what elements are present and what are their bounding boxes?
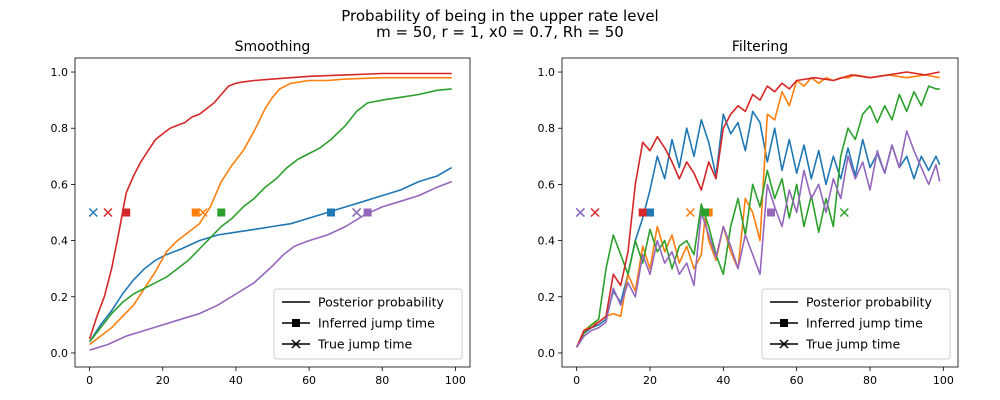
series-line-green xyxy=(575,85,940,348)
suptitle-line1: Probability of being in the upper rate l… xyxy=(341,7,658,25)
series-line-green xyxy=(88,88,452,343)
inferred-jump-marker-orange xyxy=(191,208,200,217)
y-tick-label: 0.0 xyxy=(538,347,556,360)
series-line-purple xyxy=(576,130,941,348)
x-tick-label: 0 xyxy=(573,374,580,387)
series-line-orange xyxy=(89,76,452,346)
x-tick-label: 40 xyxy=(716,374,730,387)
inferred-jump-marker-blue xyxy=(646,208,654,217)
y-tick-label: 0.2 xyxy=(538,291,556,304)
true-jump-marker-green xyxy=(839,207,849,218)
suptitle-line2: m = 50, r = 1, x0 = 0.7, Rh = 50 xyxy=(376,23,624,41)
y-tick-label: 1.0 xyxy=(538,66,556,79)
x-tick-label: 80 xyxy=(375,374,389,387)
series-line-blue xyxy=(88,166,453,343)
smoothing-panel: Smoothing 0 20 40 60 80 100 0.0 0.2 0.4 0.6 0.8 1.0 P… xyxy=(51,39,471,387)
true-jump-marker-red xyxy=(590,207,600,218)
series-line-red xyxy=(575,71,940,348)
y-tick-label: 0.4 xyxy=(51,235,69,248)
series-line-red xyxy=(88,72,452,340)
true-jump-marker-orange xyxy=(685,207,695,218)
axes-frame xyxy=(74,57,471,368)
series-line-purple xyxy=(89,180,452,351)
legend-box xyxy=(273,288,463,360)
legend-label-true: True jump time xyxy=(317,337,413,352)
true-jump-marker-blue xyxy=(88,207,98,218)
x-tick-label: 60 xyxy=(790,374,804,387)
legend-square-marker xyxy=(292,319,300,327)
true-jump-marker-purple xyxy=(575,207,585,218)
panel-title: Smoothing xyxy=(235,39,311,55)
axes-frame xyxy=(561,57,959,368)
inferred-jump-marker-green xyxy=(217,208,226,217)
inferred-jump-marker-green xyxy=(701,208,709,217)
legend-label-true: True jump time xyxy=(805,337,901,352)
legend-label-inferred: Inferred jump time xyxy=(318,316,435,331)
inferred-jump-marker-blue xyxy=(327,208,336,217)
legend: Posterior probability Inferred jump time T… xyxy=(273,288,463,360)
legend-square-marker xyxy=(780,319,788,327)
legend-label-posterior: Posterior probability xyxy=(318,295,445,310)
panel-title: Filtering xyxy=(732,39,788,55)
y-tick-label: 1.0 xyxy=(51,66,69,79)
inferred-jump-marker-red xyxy=(122,208,131,217)
x-tick-label: 20 xyxy=(156,374,170,387)
x-tick-label: 100 xyxy=(445,374,466,387)
filtering-panel: Filtering 0 20 40 60 80 100 0.0 0.2 0.4 0.6 0.8 1.0 P… xyxy=(538,39,959,387)
legend-label-posterior: Posterior probability xyxy=(806,295,933,310)
y-tick-label: 0.6 xyxy=(51,178,69,191)
true-jump-marker-red xyxy=(103,207,113,218)
inferred-jump-marker-purple xyxy=(767,208,775,217)
x-tick-label: 20 xyxy=(643,374,657,387)
y-tick-label: 0.4 xyxy=(538,235,556,248)
legend-box xyxy=(761,288,951,360)
x-tick-label: 80 xyxy=(863,374,877,387)
y-tick-label: 0.8 xyxy=(51,122,69,135)
x-tick-label: 60 xyxy=(302,374,316,387)
y-tick-label: 0.0 xyxy=(51,347,69,360)
true-jump-marker-purple xyxy=(352,207,362,218)
true-jump-marker-orange xyxy=(198,207,208,218)
x-tick-label: 100 xyxy=(933,374,954,387)
y-tick-label: 0.6 xyxy=(538,178,556,191)
y-tick-label: 0.8 xyxy=(538,122,556,135)
legend-x-marker xyxy=(291,339,301,349)
legend-x-marker xyxy=(779,339,789,349)
legend: Posterior probability Inferred jump time T… xyxy=(761,288,951,360)
legend-label-inferred: Inferred jump time xyxy=(806,316,923,331)
x-tick-label: 0 xyxy=(86,374,93,387)
y-tick-label: 0.2 xyxy=(51,291,69,304)
x-tick-label: 40 xyxy=(229,374,243,387)
inferred-jump-marker-red xyxy=(638,208,647,217)
inferred-jump-marker-purple xyxy=(363,208,372,217)
